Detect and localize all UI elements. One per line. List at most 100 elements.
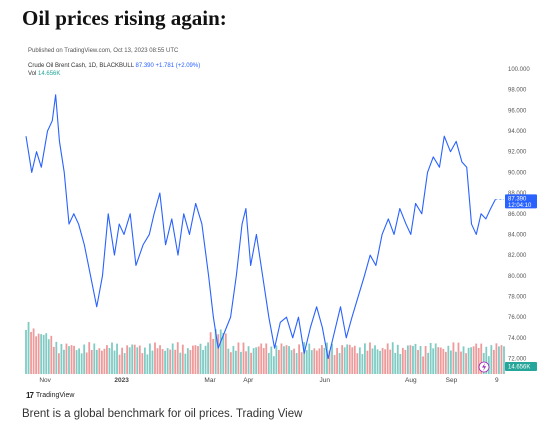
volume-bar (240, 351, 242, 374)
volume-bar (146, 354, 149, 374)
volume-bar (437, 347, 440, 374)
volume-bar (427, 352, 430, 374)
last-price-tag-countdown: 12:04:10 (508, 203, 532, 209)
volume-bar (361, 354, 364, 374)
volume-bar (52, 346, 55, 374)
volume-bar (90, 349, 93, 374)
volume-bar (136, 347, 139, 374)
volume-bar (447, 345, 450, 374)
chart-frame[interactable]: Published on TradingView.com, Oct 13, 20… (22, 44, 542, 400)
y-tick-label: 100.000 (508, 67, 530, 73)
volume-bar (174, 349, 177, 374)
volume-tag: 14.656K (505, 362, 537, 371)
bolt-icon[interactable] (478, 361, 490, 373)
volume-bar (123, 353, 126, 374)
x-tick-label: Apr (243, 377, 254, 384)
volume-bar (353, 345, 356, 374)
volume-bar (422, 356, 424, 374)
volume-bar (409, 345, 412, 374)
volume-bar (108, 348, 111, 374)
volume-bar (250, 352, 252, 374)
volume-bar (63, 349, 65, 374)
volume-bar (252, 348, 255, 374)
volume-bar (379, 350, 381, 374)
y-tick-label: 92.000 (508, 150, 527, 156)
volume-bars (25, 321, 505, 374)
volume-bar (369, 342, 371, 374)
volume-bar (32, 328, 35, 374)
volume-bar (209, 332, 212, 374)
volume-bar (265, 343, 268, 374)
volume-bar (341, 345, 344, 374)
volume-bar (308, 343, 311, 374)
volume-bar (452, 342, 455, 374)
volume-bar (143, 347, 146, 374)
caption-main: Brent is a global benchmark for oil pric… (22, 408, 233, 420)
volume-bar (434, 343, 437, 374)
volume-bar (235, 350, 237, 374)
volume-bar (219, 329, 222, 374)
volume-bar (343, 347, 346, 374)
volume-bar (460, 351, 462, 374)
volume-bar (364, 343, 366, 374)
volume-bar (78, 348, 81, 374)
volume-bar (429, 343, 432, 374)
volume-legend: Vol 14.656K (28, 71, 60, 77)
volume-bar (371, 348, 374, 374)
volume-bar (257, 346, 260, 374)
volume-bar (321, 345, 323, 374)
volume-bar (313, 348, 316, 374)
volume-tag-box (505, 362, 537, 371)
volume-bar (75, 350, 78, 374)
volume-bar (42, 334, 45, 374)
volume-bar (267, 352, 270, 374)
volume-bar (98, 348, 101, 374)
volume-bar (455, 351, 457, 374)
volume-bar (288, 346, 290, 374)
volume-bar (280, 343, 283, 374)
volume-bar (214, 329, 217, 374)
volume-bar (149, 343, 151, 374)
volume-bar (396, 344, 399, 374)
volume-bar (439, 347, 442, 374)
volume-bar (283, 346, 285, 374)
volume-bar (199, 343, 202, 374)
volume-bar (270, 346, 273, 374)
tradingview-logo-icon: 17 (26, 391, 34, 400)
volume-bar (467, 347, 470, 374)
volume-bar (65, 343, 68, 374)
y-tick-label: 86.000 (508, 212, 527, 218)
volume-bar (338, 352, 341, 374)
volume-bar (391, 342, 394, 374)
y-tick-label: 76.000 (508, 315, 527, 321)
volume-bar (237, 342, 240, 374)
volume-bar (247, 346, 250, 374)
volume-bar (457, 342, 460, 374)
symbol-change: +1.781 (+2.09%) (155, 63, 201, 69)
volume-bar (275, 345, 278, 374)
volume-bar (88, 342, 91, 374)
volume-bar (47, 339, 50, 374)
y-tick-label: 78.000 (508, 294, 527, 300)
volume-bar (118, 354, 121, 374)
volume-bar (85, 352, 88, 374)
y-tick-label: 82.000 (508, 253, 527, 259)
volume-bar (151, 350, 154, 374)
volume-bar (404, 349, 407, 374)
volume-bar (194, 345, 197, 374)
volume-bar (346, 344, 349, 374)
x-tick-label: 2023 (114, 377, 129, 384)
price-chart[interactable]: 72.000 74.000 76.000 78.000 80.000 82.000 84.0… (22, 44, 542, 384)
volume-bar (290, 350, 293, 374)
volume-bar (100, 350, 103, 374)
volume-bar (80, 353, 83, 374)
y-tick-label: 90.000 (508, 170, 527, 176)
y-tick-label: 88.000 (508, 191, 527, 197)
volume-bar (57, 353, 60, 374)
x-tick-label: 9 (495, 377, 499, 384)
volume-bar (166, 348, 169, 374)
volume-bar (83, 344, 86, 374)
volume-bar (156, 348, 159, 374)
volume-bar (310, 350, 313, 374)
volume-bar (37, 333, 40, 374)
